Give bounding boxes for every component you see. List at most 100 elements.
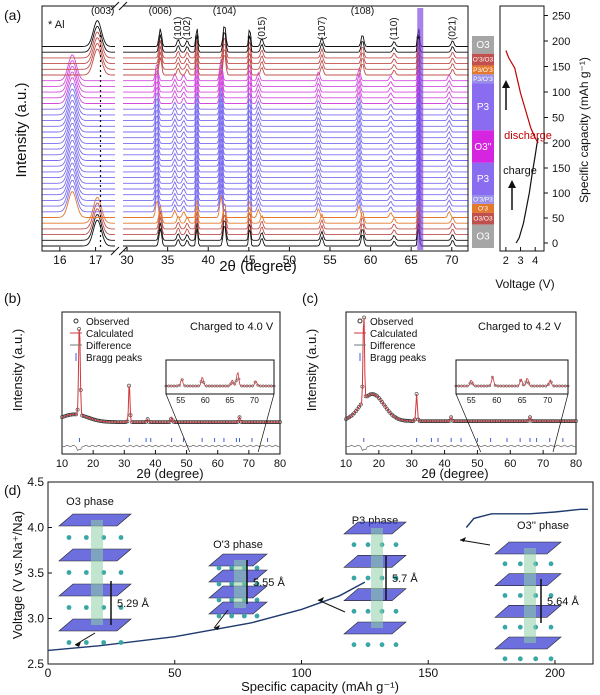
peak-label: (108)	[351, 6, 374, 17]
xrd-pattern-high-angle	[123, 70, 468, 93]
capacity-tick-label: 150	[552, 62, 570, 74]
peak-label: (104)	[213, 6, 236, 17]
phase-name: O3 phase	[66, 496, 114, 508]
xrd-pattern-high-angle	[123, 54, 468, 76]
sodium-ion	[365, 642, 371, 648]
sodium-ion	[548, 656, 554, 662]
phase-band-label: P3/O'3	[473, 76, 493, 83]
unit-cell	[371, 528, 383, 628]
sodium-ion	[548, 561, 554, 567]
sodium-ion	[548, 593, 554, 598]
sodium-ion	[502, 561, 508, 567]
xrd-pattern-low-angle	[42, 105, 117, 133]
peak-label: (107)	[317, 17, 328, 40]
observed-point	[145, 417, 150, 422]
sodium-ion	[66, 570, 72, 575]
pointer-arrowhead	[214, 625, 220, 630]
discharge-label: discharge	[504, 130, 552, 142]
charge-label: charge	[503, 165, 537, 177]
phase-band	[472, 83, 494, 131]
sodium-ion	[254, 581, 260, 587]
sodium-ion	[83, 535, 89, 540]
panel-a-frame	[41, 5, 469, 252]
phase-band-label: O3	[476, 40, 490, 51]
xrd-pattern-high-angle	[123, 149, 468, 173]
x-tick-label: 80	[570, 458, 582, 470]
x-tick-label: 50	[471, 458, 483, 470]
axis-break-mark-bottom-right	[118, 246, 128, 256]
capacity-tick-label: 250	[552, 11, 570, 23]
inset-connector	[257, 393, 275, 453]
xrd-pattern-high-angle	[123, 92, 468, 116]
xrd-pattern-low-angle	[42, 179, 117, 207]
xrd-pattern-low-angle	[42, 122, 117, 150]
peak-label: (006)	[149, 6, 172, 17]
sodium-ion	[393, 575, 399, 581]
sodium-ion	[83, 570, 89, 575]
xrd-pattern-high-angle	[123, 43, 468, 65]
phase-band	[472, 74, 494, 84]
sodium-ion	[517, 561, 523, 567]
sodium-ion	[229, 581, 235, 587]
legend-marker-observed	[73, 318, 79, 324]
y-tick-label: 2.5	[27, 657, 44, 671]
x-tick-label: 45	[242, 253, 256, 267]
phase-band	[472, 162, 494, 195]
unit-cell	[234, 560, 246, 608]
sodium-ion	[533, 656, 539, 662]
sodium-ion	[379, 642, 385, 648]
panel-c-label: (c)	[302, 290, 318, 306]
panel-a-ticks: 16 17 30 35 40 45 50 55 60 65 70	[53, 247, 459, 267]
plot-frame	[345, 311, 577, 455]
xrd-pattern-low-angle	[42, 88, 117, 116]
xrd-pattern-high-angle	[123, 81, 468, 104]
pointer-arrowhead	[460, 537, 466, 542]
xrd-pattern-high-angle	[123, 208, 468, 230]
panel-b-plot: 10 20 30 40 50 60 70 80 ObservedCalculatedDiffer…	[56, 311, 286, 470]
inset-tick-label: 60	[492, 396, 501, 405]
phase-band	[472, 65, 494, 75]
xrd-pattern-low-angle	[42, 134, 117, 161]
charge-arrowhead	[508, 180, 516, 188]
xrd-pattern-low-angle	[42, 208, 117, 236]
observed-point	[449, 415, 454, 420]
xrd-pattern-low-angle	[42, 213, 117, 241]
plot-frame	[61, 311, 281, 455]
xrd-pattern-low-angle	[42, 77, 117, 104]
xrd-pattern-low-angle	[42, 156, 117, 184]
xrd-pattern-low-angle	[42, 145, 117, 173]
pointer-arrowhead	[318, 597, 324, 602]
axis-break-mark-top-right	[118, 1, 128, 11]
al-peak-star: *	[416, 33, 421, 47]
x-tick-label: 70	[445, 253, 459, 267]
x-tick-label: 65	[404, 253, 418, 267]
xrd-pattern-high-angle	[123, 214, 468, 236]
xrd-pattern-low-angle	[42, 151, 117, 179]
sodium-ion	[393, 608, 399, 614]
xrd-pattern-high-angle	[123, 121, 468, 144]
xrd-pattern-low-angle	[42, 99, 117, 127]
x-tick-label: 20	[373, 458, 385, 470]
x-tick-label: 40	[438, 458, 450, 470]
x-tick-label: 55	[323, 253, 337, 267]
inset-connector	[165, 393, 191, 453]
interlayer-spacing: 5.7 Å	[392, 572, 418, 585]
capacity-ylabel: Specific capacity (mAh g⁻¹)	[577, 57, 591, 203]
phase-band-label: P3/O'3	[473, 67, 493, 74]
panel-b-ylabel: Intensity (a.u.)	[10, 329, 25, 411]
crystal-structure: O3'' phase 5.64 Å	[459, 520, 579, 662]
x-tick-label: 10	[56, 458, 68, 470]
xrd-pattern-low-angle	[42, 65, 117, 93]
sodium-ion	[517, 656, 523, 662]
inset-tick-label: 55	[467, 396, 476, 405]
xrd-pattern-high-angle	[123, 98, 468, 122]
capacity-tick-label: 100	[552, 87, 570, 99]
xrd-pattern-high-angle	[123, 138, 468, 161]
al-marker-legend: * Al	[48, 19, 65, 31]
inset-calculated-line	[456, 376, 568, 387]
xrd-pattern-low-angle	[42, 20, 117, 47]
x-tick-label: 60	[504, 458, 516, 470]
xrd-pattern-high-angle	[123, 87, 468, 110]
xrd-pattern-low-angle	[42, 162, 117, 190]
xrd-pattern-high-angle	[123, 37, 468, 59]
